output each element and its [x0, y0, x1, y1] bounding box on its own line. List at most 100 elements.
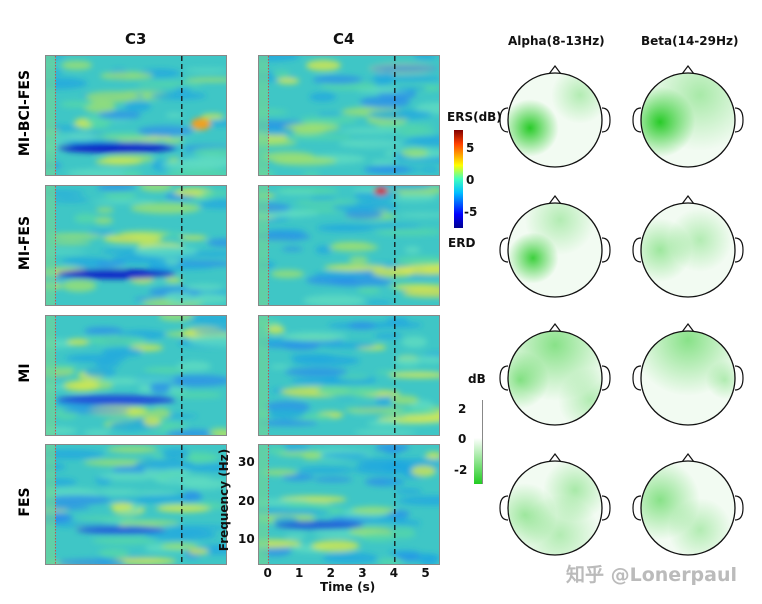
- heatmap-blob: [353, 429, 417, 435]
- heatmap-blob: [46, 190, 85, 196]
- heatmap-blob: [121, 377, 177, 383]
- topo-colorbar-tick: 0: [458, 432, 467, 446]
- heatmap-blob: [165, 277, 182, 283]
- colorbar-title: ERS(dB): [447, 110, 502, 124]
- heatmap-blob: [390, 526, 416, 539]
- heatmap-blob: [46, 504, 91, 510]
- x-tick: 2: [326, 566, 335, 580]
- heatmap-blob: [344, 407, 405, 414]
- baseline-strip: [46, 316, 56, 435]
- x-tick: 0: [263, 566, 272, 580]
- heatmap-blob: [193, 329, 226, 334]
- topo-colorbar: [474, 400, 483, 484]
- heatmap-blob: [98, 548, 130, 559]
- head-outline: [640, 202, 736, 298]
- right-ear: [601, 237, 611, 263]
- heatmap-blob: [92, 132, 152, 140]
- heatmap-blob: [291, 122, 340, 132]
- heatmap-blob: [198, 199, 226, 209]
- heatmap-blob: [97, 489, 139, 495]
- heatmap-blob: [284, 367, 348, 377]
- head-outline: [507, 72, 603, 168]
- heatmap-blob: [348, 321, 377, 330]
- left-ear: [632, 495, 642, 521]
- heatmap-blob: [413, 56, 437, 60]
- heatmap-blob: [407, 135, 439, 146]
- heatmap-blob: [337, 375, 370, 380]
- watermark: 知乎 @Lonerpaul: [566, 564, 738, 586]
- heatmap-blob: [73, 213, 98, 224]
- heatmap-blob: [134, 458, 194, 470]
- heatmap-blob: [46, 449, 105, 460]
- heatmap-blob: [110, 557, 177, 564]
- heatmap-blob: [281, 473, 314, 481]
- erd-band: [56, 143, 176, 153]
- heatmap-blob: [316, 385, 381, 397]
- activation-blob: [508, 99, 559, 157]
- heatmap-blob: [404, 246, 421, 254]
- heatmap-blob: [83, 429, 111, 435]
- heatmap-blob: [134, 491, 177, 496]
- heatmap-c3-mi-fes: [45, 185, 227, 306]
- activation-blob: [551, 73, 602, 124]
- heatmap-blob: [200, 190, 226, 196]
- heatmap-blob: [292, 355, 360, 366]
- heatmap-blob: [394, 256, 439, 266]
- heatmap-blob: [158, 316, 194, 322]
- heatmap-blob: [59, 100, 92, 108]
- heatmap-c4-mi-fes: [258, 185, 440, 306]
- heatmap-blob: [370, 64, 438, 73]
- heatmap-blob: [46, 240, 92, 245]
- topoplot-0-1: [632, 65, 744, 168]
- heatmap-blob: [103, 233, 163, 244]
- heatmap-blob: [259, 539, 302, 549]
- right-ear: [601, 365, 611, 391]
- heatmap-blob: [102, 347, 143, 357]
- heatmap-blob: [269, 364, 290, 369]
- topoplot-3-0: [499, 453, 611, 556]
- heatmap-blob: [303, 294, 366, 305]
- heatmap-blob: [266, 325, 285, 335]
- topo-title-beta: Beta(14-29Hz): [641, 34, 739, 48]
- baseline-strip: [259, 445, 269, 564]
- heatmap-blob: [179, 235, 208, 240]
- heatmap-blob: [338, 139, 405, 148]
- erd-band: [56, 269, 176, 279]
- heatmap-blob: [185, 77, 226, 83]
- heatmap-blob: [397, 129, 436, 137]
- heatmap-blob: [370, 159, 397, 166]
- nose: [548, 453, 562, 463]
- x-axis-label: Time (s): [320, 580, 376, 594]
- heatmap-blob: [344, 210, 384, 220]
- heatmap-blob: [357, 286, 381, 294]
- heatmap-blob: [201, 113, 225, 120]
- baseline-strip: [259, 316, 269, 435]
- heatmap-blob: [124, 100, 151, 112]
- topoplot-1-1: [632, 195, 744, 298]
- heatmap-blob: [83, 367, 117, 378]
- heatmap-c4-mi: [258, 315, 440, 436]
- heatmap-blob: [156, 504, 211, 513]
- heatmap-blob: [106, 498, 167, 503]
- heatmap-blob: [166, 429, 217, 435]
- heatmap-blob: [425, 452, 439, 460]
- column-title-c3: C3: [125, 30, 147, 48]
- heatmap-blob: [174, 85, 192, 92]
- heatmap-blob: [172, 391, 223, 399]
- heatmap-blob: [57, 558, 125, 564]
- heatmap-c4-fes: [258, 444, 440, 565]
- x-tick: 5: [421, 566, 430, 580]
- heatmap-blob: [376, 558, 404, 564]
- heatmap-blob: [400, 264, 439, 276]
- heatmap-blob: [149, 382, 171, 394]
- heatmap-blob: [162, 448, 190, 460]
- heatmap-blob: [143, 366, 188, 374]
- head-outline: [507, 460, 603, 556]
- heatmap-blob: [160, 542, 197, 550]
- heatmap-blob: [388, 372, 439, 379]
- heatmap-blob: [137, 125, 195, 137]
- heatmap-blob: [329, 516, 372, 523]
- heatmap-blob: [316, 224, 374, 232]
- heatmap-blob: [160, 160, 226, 170]
- heatmap-blob: [386, 317, 409, 323]
